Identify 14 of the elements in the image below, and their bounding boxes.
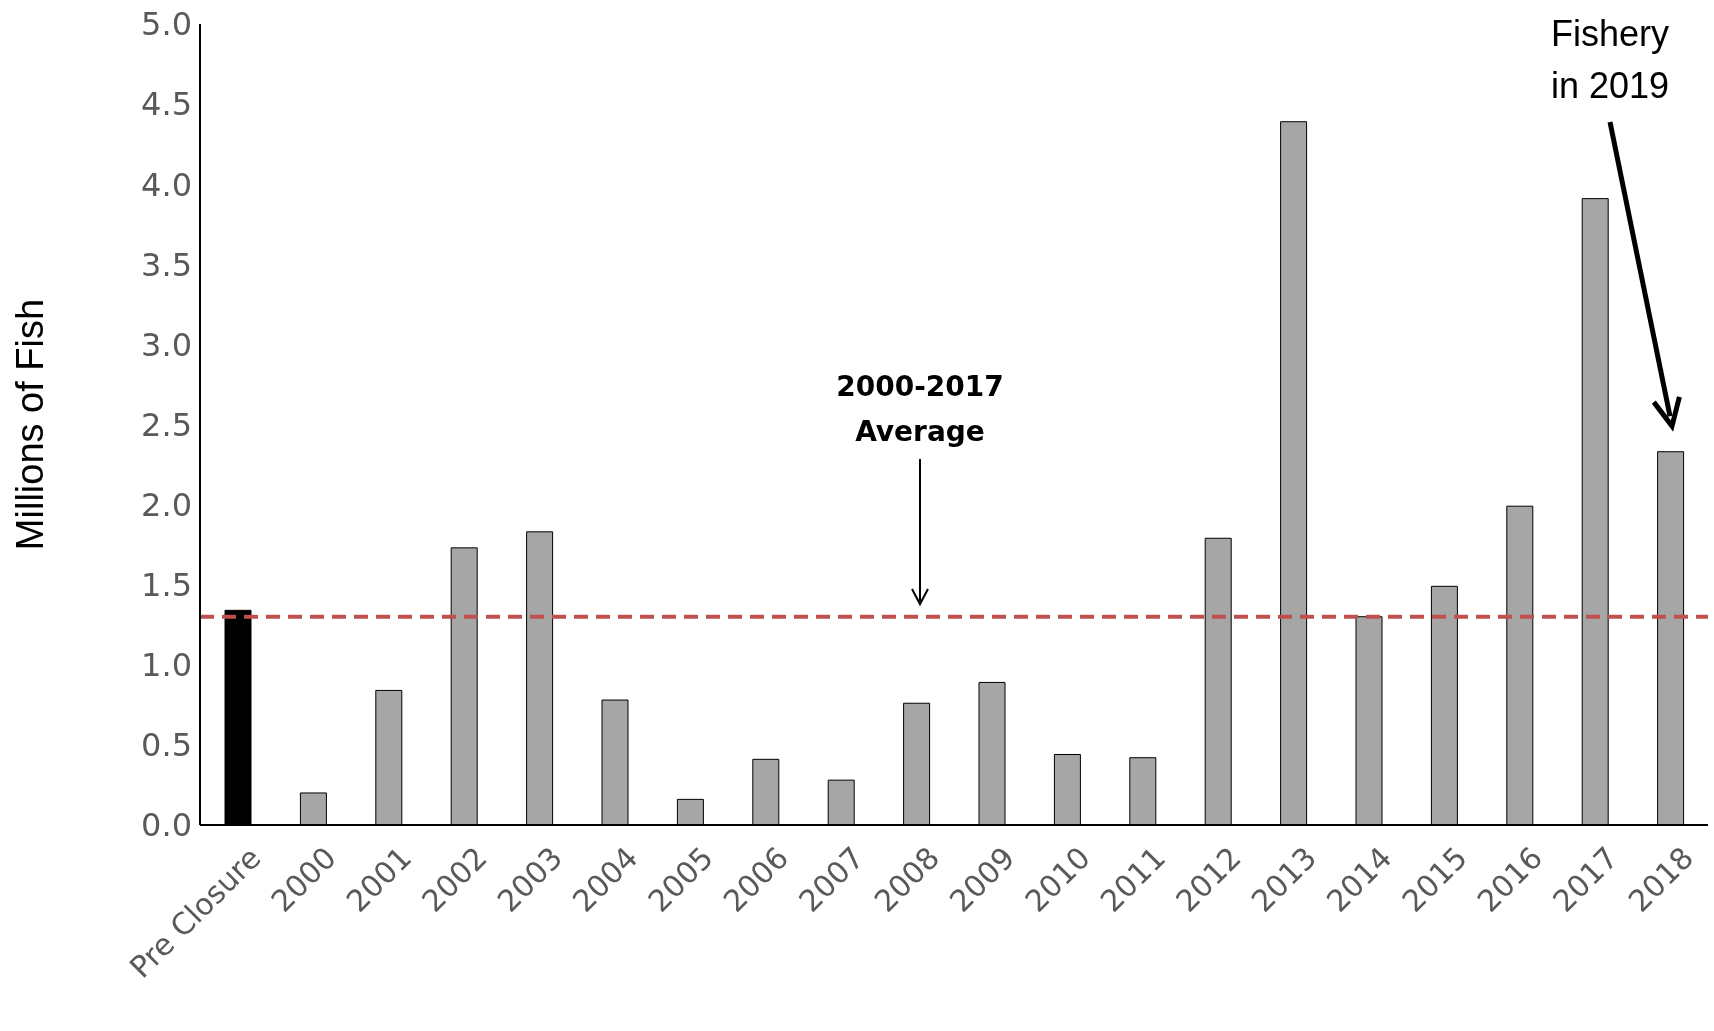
annotation: 2000-2017 Average: [836, 370, 1004, 448]
y-tick-label: 3.5: [141, 245, 192, 284]
y-tick-label: 2.5: [141, 405, 192, 444]
y-tick-label: 5.0: [141, 5, 192, 44]
annotation: Fishery in 2019: [1550, 13, 1670, 106]
y-tick-label: 0.5: [141, 726, 192, 765]
y-tick-label: 2.0: [141, 485, 192, 524]
y-tick-label: 3.0: [141, 325, 192, 364]
y-tick-label: 1.5: [141, 566, 192, 605]
y-tick-label: 4.5: [141, 85, 192, 124]
y-tick-label: 4.0: [141, 165, 192, 204]
y-tick-label: 1.0: [141, 646, 192, 685]
y-axis-title: Millions of Fish: [9, 298, 52, 551]
y-tick-label: 0.0: [141, 806, 192, 845]
